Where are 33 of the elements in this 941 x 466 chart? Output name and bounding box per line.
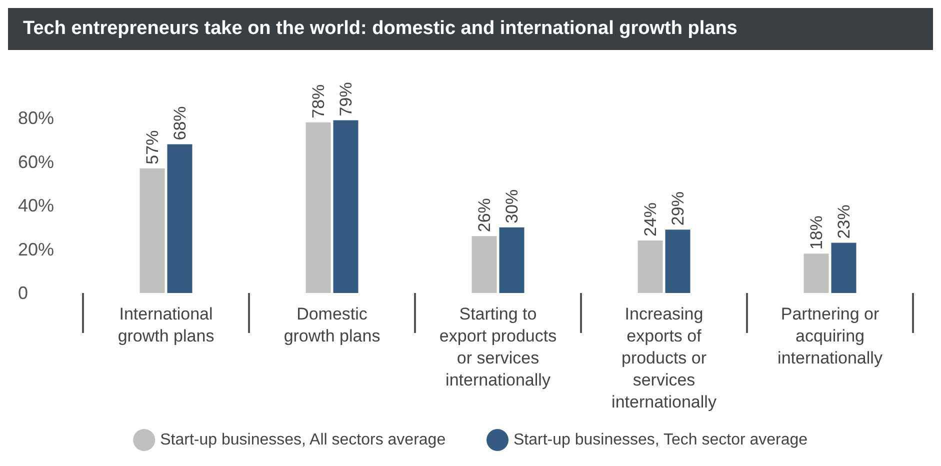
chart-title: Tech entrepreneurs take on the world: domestic and international growth plans — [23, 18, 738, 39]
legend-label: Start-up businesses, All sectors average — [160, 432, 446, 448]
x-tick-label: Partnering or acquiring internationally — [778, 304, 883, 368]
y-tick-label: 0 — [18, 283, 28, 303]
data-label: 30% — [502, 189, 522, 224]
bar — [333, 120, 358, 293]
data-label: 57% — [142, 130, 162, 164]
bar — [306, 122, 331, 293]
y-tick-label: 80% — [18, 108, 54, 128]
x-tick-label: Domestic growth plans — [284, 304, 380, 346]
bar — [804, 254, 829, 293]
bar — [831, 242, 856, 293]
x-tick-label: International growth plans — [118, 304, 214, 346]
bar — [499, 227, 524, 293]
data-label: 68% — [170, 106, 190, 140]
data-label: 79% — [336, 82, 356, 116]
legend-label: Start-up businesses, Tech sector average — [513, 432, 808, 448]
data-label: 78% — [308, 84, 328, 118]
bar — [665, 230, 690, 293]
bar — [140, 168, 165, 293]
x-tick-label: Starting to export products or services internationally — [439, 304, 557, 390]
y-tick-label: 60% — [18, 152, 54, 172]
data-label: 24% — [640, 202, 660, 236]
data-label: 29% — [668, 192, 688, 226]
bar — [167, 144, 192, 293]
y-tick-label: 40% — [18, 196, 54, 216]
bar — [638, 240, 663, 293]
data-label: 18% — [806, 216, 826, 250]
data-label: 23% — [834, 204, 854, 239]
bar — [472, 236, 497, 293]
data-label: 26% — [474, 198, 494, 232]
y-tick-label: 20% — [18, 239, 54, 260]
x-tick-label: Increasing exports of products or services internationally — [612, 304, 717, 412]
